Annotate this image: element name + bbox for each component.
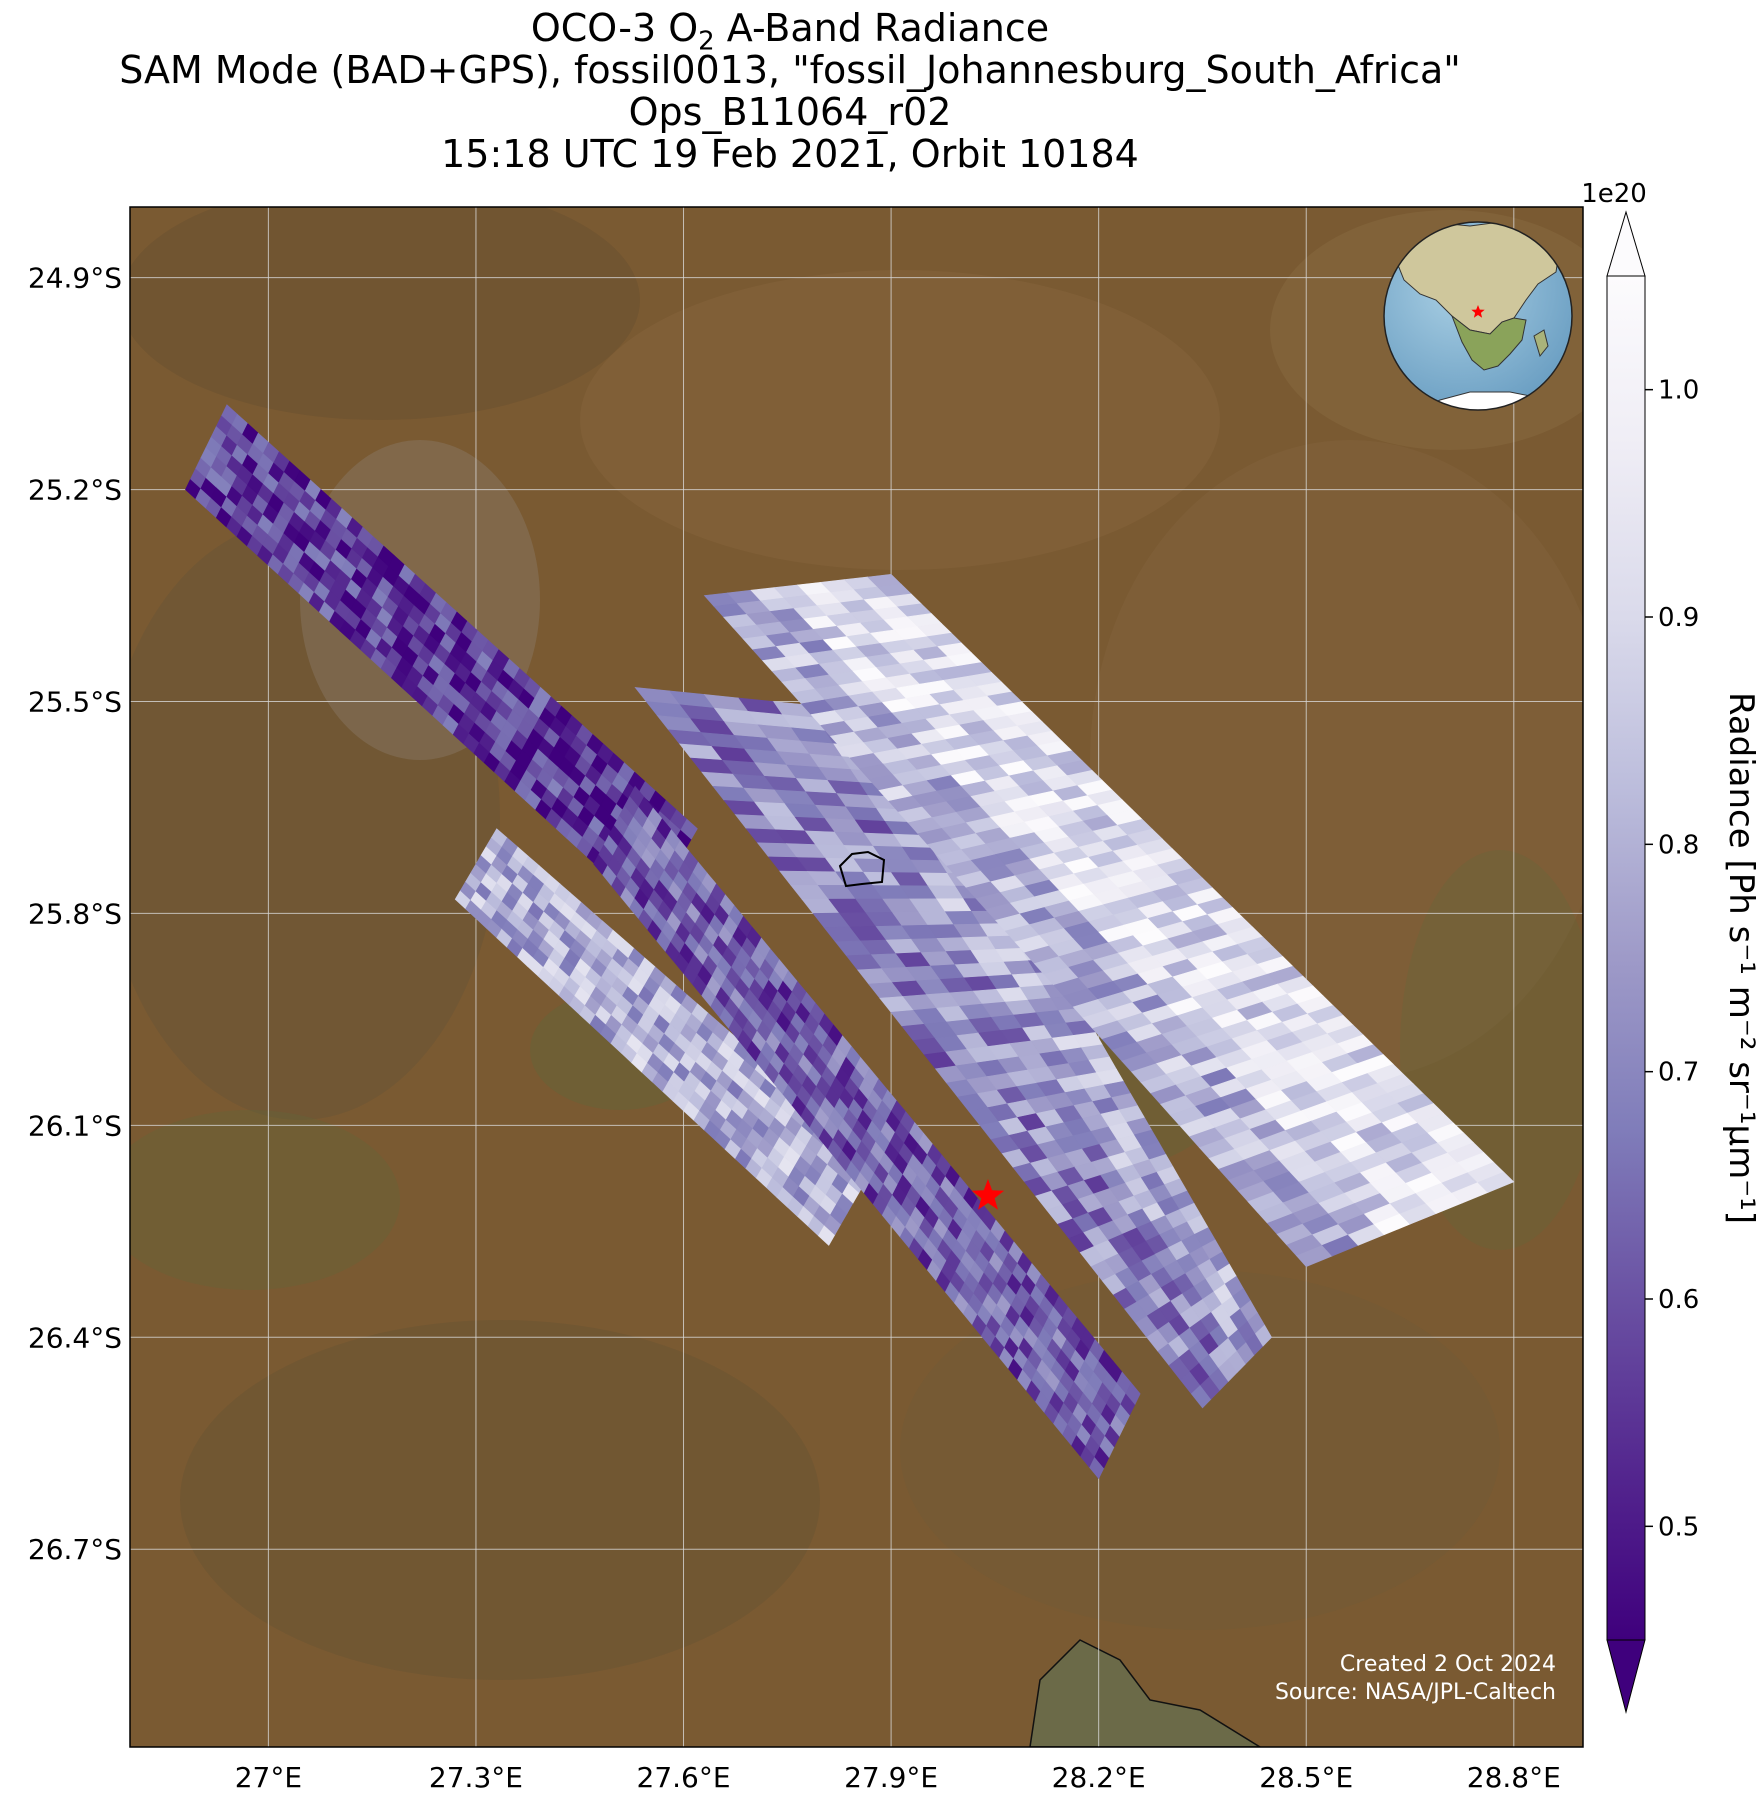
madagascar-shape <box>1533 329 1549 358</box>
colorbar-ticks: 0.5 0.6 0.7 0.8 0.9 1.0 <box>1645 376 1699 1542</box>
lon-tick-label: 27.3°E <box>429 1761 523 1794</box>
longitude-tick-labels: 27°E 27.3°E 27.6°E 27.9°E 28.2°E 28.5°E 28.8°E <box>235 1761 1561 1794</box>
target-marker-group <box>971 1179 1005 1210</box>
lat-tick-label: 25.5°S <box>28 685 122 718</box>
swath-4 <box>634 687 1272 1409</box>
lon-tick-label: 28.5°E <box>1259 1761 1353 1794</box>
created-note: Created 2 Oct 2024 <box>1339 1652 1556 1677</box>
lat-tick-label: 25.2°S <box>28 474 122 507</box>
city-outline <box>838 850 886 888</box>
satellite-basemap <box>130 207 1583 1747</box>
lat-tick-label: 26.7°S <box>28 1533 122 1566</box>
colorbar-tick-label: 0.6 <box>1658 1285 1699 1315</box>
lat-tick-label: 26.4°S <box>28 1321 122 1354</box>
colorbar-tick-label: 0.7 <box>1658 1058 1699 1088</box>
colorbar-extend-max <box>1606 210 1646 277</box>
title-line-4: 15:18 UTC 19 Feb 2021, Orbit 10184 <box>441 132 1139 176</box>
globe-target-star-icon <box>1471 305 1485 318</box>
title-line-3: Ops_B11064_r02 <box>628 90 952 134</box>
lon-tick-label: 27.6°E <box>637 1761 731 1794</box>
lon-tick-label: 28.8°E <box>1467 1761 1561 1794</box>
colorbar-tick-label: 0.8 <box>1658 830 1699 860</box>
lat-tick-label: 24.9°S <box>28 262 122 295</box>
swath-cell <box>1125 1382 1141 1405</box>
title-line-1: OCO-3 O2 A-Band Radiance <box>530 6 1050 57</box>
swath-5 <box>703 573 1515 1267</box>
lon-tick-label: 27°E <box>235 1761 302 1794</box>
swath-cell <box>680 818 698 840</box>
colorbar-tick-label: 0.5 <box>1658 1512 1699 1542</box>
colorbar-extend-min <box>1606 1639 1646 1714</box>
swath-cell <box>1477 1171 1515 1193</box>
colorbar-tick-label: 1.0 <box>1658 376 1699 406</box>
swath-cell <box>1255 1324 1272 1347</box>
lat-tick-label: 25.8°S <box>28 897 122 930</box>
lon-tick-label: 28.2°E <box>1052 1761 1146 1794</box>
lon-tick-label: 27.9°E <box>844 1761 938 1794</box>
latitude-tick-labels: 24.9°S 25.2°S 25.5°S 25.8°S 26.1°S 26.4°S 26.7… <box>28 262 122 1567</box>
swath-layer <box>185 404 1515 1480</box>
colorbar-exponent: 1e20 <box>1581 179 1647 209</box>
target-star-icon <box>971 1179 1005 1210</box>
swath-1 <box>185 404 698 914</box>
colorbar-label: Radiance [Ph s⁻¹ m⁻² sr⁻¹μm⁻¹] <box>1721 692 1759 1224</box>
title-line-2: SAM Mode (BAD+GPS), fossil0013, "fossil_… <box>119 48 1461 92</box>
lat-tick-label: 26.1°S <box>28 1109 122 1142</box>
colorbar: 0.5 0.6 0.7 0.8 0.9 1.0 1e20 Radiance [Ph s⁻¹… <box>1581 179 1759 1714</box>
colorbar-tick-label: 0.9 <box>1658 603 1699 633</box>
africa-south-shape <box>1450 314 1527 371</box>
swath-3 <box>593 785 1141 1480</box>
lesotho-border <box>1029 1639 1262 1747</box>
map-frame <box>129 206 1584 1748</box>
source-note: Source: NASA/JPL-Caltech <box>1274 1680 1556 1705</box>
globe-inset <box>1383 221 1573 411</box>
